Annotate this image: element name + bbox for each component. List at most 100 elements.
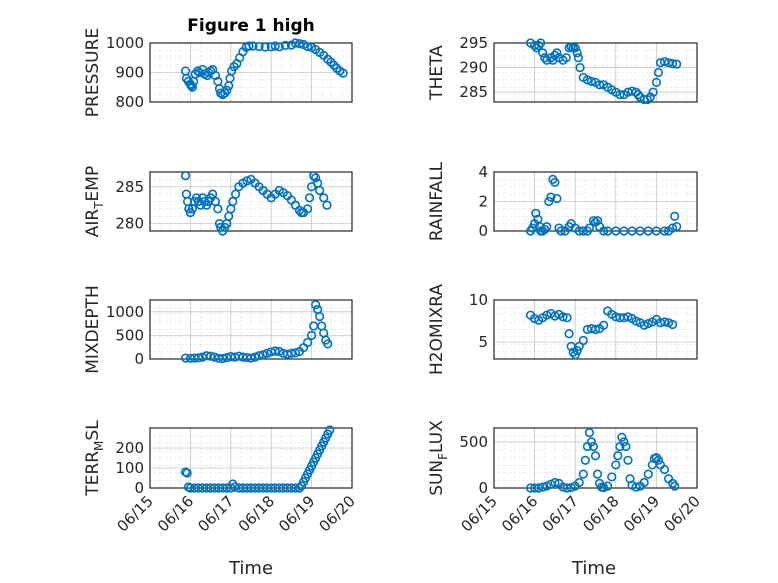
y-tick-label: 500 [115, 326, 144, 344]
data-point [643, 469, 653, 479]
y-tick-label: 285 [459, 83, 488, 101]
data-point [578, 335, 588, 346]
y-tick-label: 0 [478, 479, 488, 497]
data-point [534, 40, 544, 51]
data-point [550, 177, 560, 187]
axes-frame [493, 171, 698, 232]
data-point [659, 57, 670, 67]
y-tick-label: 1000 [106, 303, 144, 321]
data-point [246, 353, 256, 363]
data-point [182, 468, 192, 478]
y-tick-label: 285 [115, 178, 144, 196]
x-tick-label: 06/18 [579, 492, 622, 535]
data-point [294, 38, 305, 49]
data-point [623, 455, 633, 465]
axes-frame [493, 42, 698, 103]
data-point [590, 324, 601, 335]
data-point [227, 66, 237, 76]
y-axis-label: H2OMIXRA [427, 284, 447, 375]
data-point [193, 353, 204, 363]
data-point [588, 216, 599, 226]
data-point [594, 80, 605, 90]
x-tick-label: 06/15 [114, 492, 157, 535]
data-point [552, 48, 562, 58]
data-point [580, 455, 590, 465]
x-tick-label: 06/20 [316, 492, 359, 535]
y-tick-label: 280 [115, 215, 144, 233]
data-point [304, 193, 315, 203]
data-point [534, 483, 544, 493]
y-tick-label: 5 [478, 333, 488, 351]
data-point [325, 425, 335, 435]
data-point [668, 319, 678, 330]
y-tick-label: 290 [459, 59, 488, 77]
data-point [286, 348, 297, 358]
subplot-theta: 285 290 295 THETA [427, 34, 698, 105]
data-point [566, 482, 576, 493]
x-tick-label: 06/17 [194, 492, 237, 535]
y-tick-label: 0 [478, 222, 488, 240]
data-point [260, 42, 270, 52]
data-point [213, 204, 223, 214]
y-tick-label: 800 [115, 93, 144, 111]
x-tick-label: 06/19 [620, 492, 663, 535]
data-point [270, 346, 280, 356]
data-point [672, 59, 682, 69]
data-point [590, 451, 601, 461]
data-point [302, 41, 313, 52]
data-point [592, 216, 603, 226]
data-point [603, 481, 613, 491]
data-point [546, 192, 556, 202]
data-point [250, 352, 260, 362]
x-tick-label: 06/19 [275, 492, 318, 535]
y-axis-label: TERRMSL [83, 420, 106, 497]
y-tick-label: 100 [115, 459, 144, 477]
y-tick-label: 0 [134, 350, 144, 368]
data-point [254, 351, 264, 361]
data-point [254, 41, 264, 52]
data-point [280, 40, 290, 50]
data-point [242, 176, 252, 186]
data-point [564, 329, 574, 339]
data-point [617, 432, 627, 442]
data-point [319, 193, 329, 203]
data-point [294, 483, 305, 493]
y-tick-label: 10 [469, 291, 488, 309]
data-point [619, 437, 629, 447]
data-point [668, 223, 678, 233]
data-point [648, 87, 658, 97]
data-point [218, 353, 228, 364]
data-point [307, 330, 317, 341]
data-point [599, 226, 609, 236]
data-point [631, 482, 641, 492]
data-point [653, 455, 664, 465]
data-point [206, 351, 216, 361]
data-point [562, 483, 572, 493]
x-axis-label-left: Time [228, 558, 273, 579]
data-point [270, 41, 280, 51]
x-tick-label: 06/17 [539, 492, 582, 535]
data-point [180, 171, 191, 181]
data-point [659, 317, 670, 327]
data-point [290, 348, 301, 358]
data-point [584, 223, 595, 233]
data-point [611, 460, 621, 470]
data-point [258, 350, 268, 360]
data-point [290, 483, 301, 493]
subplot-h2omixra: 5 10 H2OMIXRA [427, 284, 698, 375]
data-point [311, 173, 321, 183]
data-point [323, 339, 333, 349]
data-point [659, 226, 670, 236]
data-point [633, 90, 643, 100]
data-point [599, 482, 609, 493]
data-point [670, 211, 680, 221]
subplot-rainfall: 0 2 4 RAINFALL [427, 161, 698, 241]
data-point [668, 59, 678, 69]
data-point [645, 92, 655, 102]
y-tick-label: 1000 [106, 34, 144, 52]
data-point [613, 451, 623, 461]
data-point [558, 312, 568, 322]
